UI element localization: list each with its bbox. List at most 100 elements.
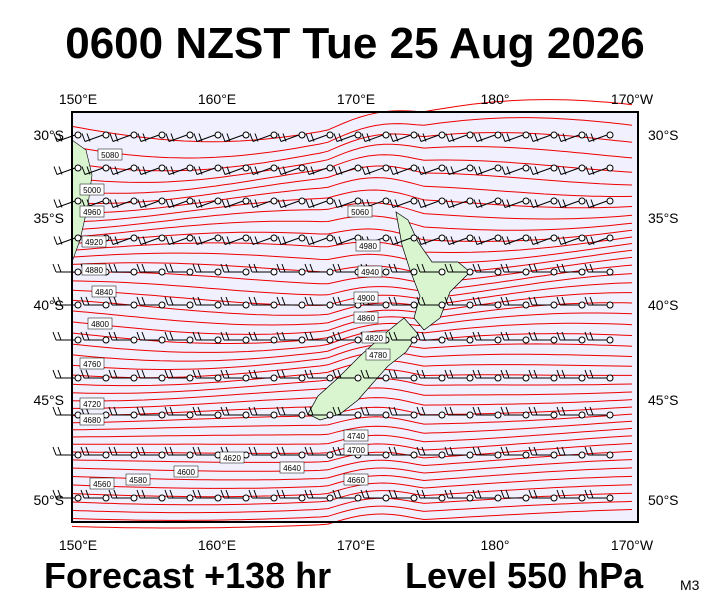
wind-station	[522, 164, 530, 172]
wind-barb	[556, 446, 579, 456]
contour-label-box	[361, 331, 387, 344]
contour-line	[72, 177, 633, 214]
wind-station	[438, 451, 446, 459]
wind-barb	[332, 296, 355, 306]
wind-station	[242, 411, 250, 419]
wind-barb	[361, 166, 384, 175]
wind-barb	[472, 331, 495, 341]
wind-station	[354, 411, 362, 419]
contour-line	[71, 99, 633, 143]
wind-barb	[304, 406, 327, 416]
wind-barb	[500, 406, 523, 416]
wind-station	[326, 411, 334, 419]
wind-station	[522, 336, 530, 344]
wind-station	[74, 197, 82, 205]
wind-station	[270, 234, 278, 242]
wind-barb	[528, 369, 551, 379]
wind-station	[606, 234, 614, 242]
wind-station	[550, 451, 558, 459]
wind-barb	[444, 296, 467, 306]
wind-barb	[192, 446, 215, 456]
wind-station	[158, 411, 166, 419]
wind-barb	[585, 199, 608, 208]
wind-station	[578, 411, 586, 419]
wind-station	[326, 336, 334, 344]
wind-barb	[80, 331, 103, 341]
wind-barb	[584, 263, 607, 273]
wind-station	[438, 234, 446, 242]
lat-label-right: 45°S	[648, 392, 679, 408]
wind-station	[130, 301, 138, 309]
wind-barb	[136, 263, 159, 273]
contour-line	[71, 143, 633, 183]
wind-station	[74, 336, 82, 344]
wind-barb	[109, 236, 132, 245]
wind-barb	[192, 331, 215, 341]
wind-station	[242, 164, 250, 172]
wind-station	[354, 131, 362, 139]
wind-station	[74, 494, 82, 502]
wind-station	[130, 374, 138, 382]
wind-station	[102, 164, 110, 172]
wind-barb	[332, 263, 355, 273]
wind-station	[158, 451, 166, 459]
wind-barb	[164, 296, 187, 306]
wind-barb	[80, 369, 103, 379]
wind-station	[130, 336, 138, 344]
wind-station	[382, 451, 390, 459]
wind-barb	[80, 296, 103, 306]
wind-barb	[500, 446, 523, 456]
wind-barb	[584, 331, 607, 341]
lon-label-top: 150°E	[59, 91, 97, 107]
wind-barb	[445, 133, 468, 142]
wind-barb	[557, 133, 580, 142]
wind-barb	[528, 406, 551, 416]
wind-station	[578, 301, 586, 309]
wind-station	[522, 197, 530, 205]
contour-label-box	[355, 239, 381, 252]
wind-station	[494, 301, 502, 309]
lat-label-left: 45°S	[33, 392, 64, 408]
contour-line	[71, 236, 633, 253]
wind-station	[522, 411, 530, 419]
wind-station	[382, 131, 390, 139]
wind-barb	[109, 133, 132, 142]
wind-barb	[360, 489, 383, 499]
wind-station	[298, 336, 306, 344]
contour-label: 4860	[357, 314, 375, 323]
wind-barb	[108, 296, 131, 306]
wind-station	[466, 131, 474, 139]
wind-station	[494, 197, 502, 205]
wind-station	[214, 301, 222, 309]
contour-label: 4600	[177, 468, 195, 477]
contour-label-box	[91, 285, 117, 298]
wind-barb	[444, 446, 467, 456]
wind-barb	[165, 236, 188, 245]
wind-station	[354, 164, 362, 172]
wind-station	[242, 197, 250, 205]
contour-label-box	[81, 263, 107, 276]
wind-barb	[388, 489, 411, 499]
wind-station	[242, 234, 250, 242]
contour-line	[71, 333, 633, 362]
wind-station	[550, 268, 558, 276]
wind-barb	[165, 166, 188, 175]
wind-station	[438, 411, 446, 419]
wind-barb	[81, 166, 104, 175]
wind-barb	[304, 369, 327, 379]
wind-barb	[556, 489, 579, 499]
lat-label-left: 40°S	[33, 297, 64, 313]
contour-label-box	[79, 397, 105, 410]
wind-barb	[221, 133, 244, 142]
contour-label: 4920	[85, 238, 103, 247]
lon-label-bottom: 150°E	[59, 537, 97, 553]
wind-station	[326, 197, 334, 205]
wind-barb	[248, 331, 271, 341]
wind-station	[214, 268, 222, 276]
wind-barb	[529, 166, 552, 175]
wind-station	[186, 411, 194, 419]
wind-barb	[472, 263, 495, 273]
wind-station	[522, 301, 530, 309]
wind-station	[410, 164, 418, 172]
wind-barbs	[52, 131, 614, 502]
